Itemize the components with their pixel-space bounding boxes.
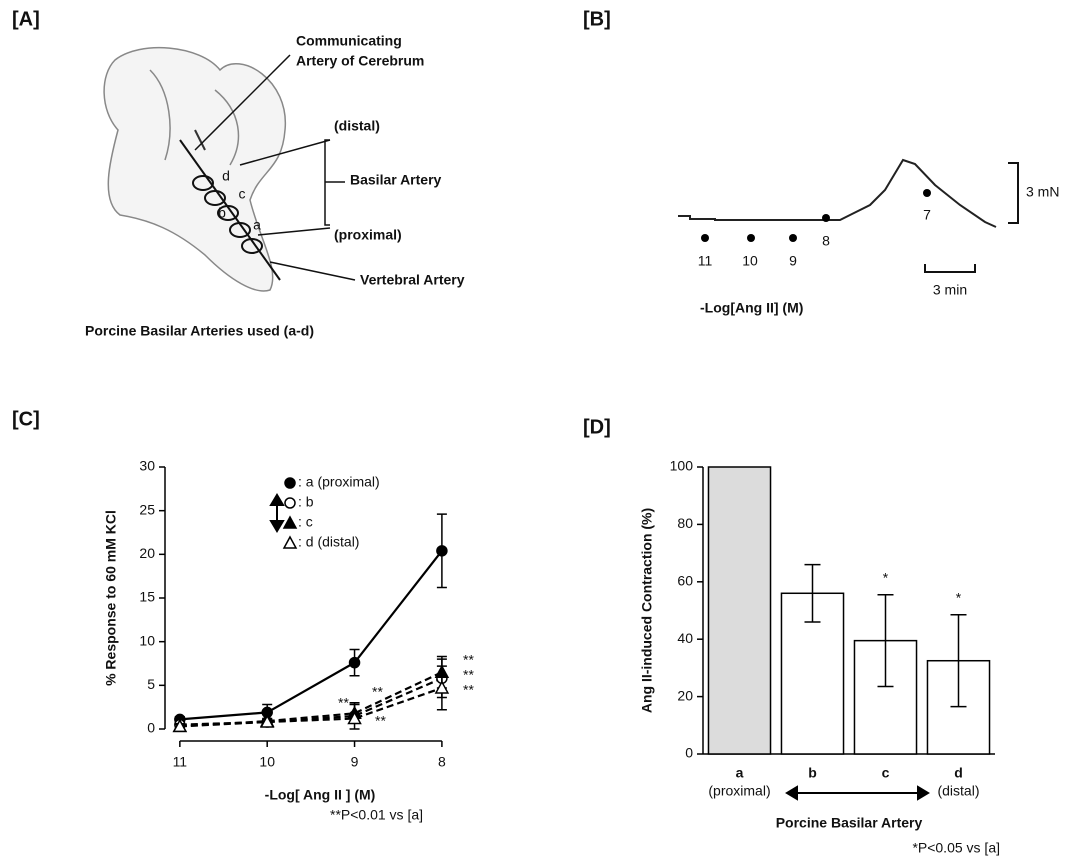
tension-trace [678,158,997,228]
y-tick-label: 0 [147,720,155,736]
legend-marker [282,515,298,529]
series-line [179,677,443,726]
segment-label: d [222,168,230,184]
x-tick-label: b [808,765,817,781]
x-axis-label: Porcine Basilar Artery [776,815,923,831]
significance-mark: ** [463,652,474,668]
y-tick-label: 100 [670,458,694,474]
anatomy-label: (distal) [334,118,380,134]
anatomy-label: (proximal) [334,227,402,243]
dose-label: 11 [698,253,713,269]
panel-label: [A] [12,8,40,30]
bar [707,466,772,755]
brain-drawing [103,46,286,292]
segment-label: b [218,205,226,221]
y-tick-label: 20 [677,687,693,703]
dose-dots [701,189,931,242]
significance-mark: ** [463,682,474,698]
dose-label: 7 [923,207,931,223]
legend-label: : c [298,514,313,530]
significance-mark: * [956,590,962,606]
point [172,718,188,733]
series-line [179,686,443,728]
y-axis-label: Ang II-induced Contraction (%) [639,508,655,713]
artery-chain [179,139,281,281]
legend-label: : b [298,494,314,510]
error-bar [950,614,967,708]
x-axis-label: -Log[ Ang II ] (M) [265,787,376,803]
dose-label: 9 [789,253,797,269]
point [348,656,361,669]
footnote: *P<0.05 vs [a] [912,840,1000,856]
anatomy-label: Communicating [296,33,402,49]
segment-label: c [239,186,246,202]
significance-mark: * [883,569,889,585]
error-bar [804,563,821,623]
gradient-arrows [269,493,930,801]
panel-label: [D] [583,416,611,438]
category-note: (distal) [937,783,979,799]
point [434,680,450,694]
y-tick-label: 40 [677,630,693,646]
significance-mark: ** [338,695,349,711]
anatomy-label: Basilar Artery [350,172,442,188]
significance-mark: ** [375,713,386,729]
y-tick-label: 80 [677,515,693,531]
y-axis-label: % Response to 60 mM KCl [103,510,119,686]
y-tick-label: 15 [139,589,155,605]
legend-label: : a (proximal) [298,474,380,490]
x-tick-label: a [736,765,744,781]
axis-label: -Log[Ang II] (M) [700,300,803,316]
x-tick-label: d [954,765,963,781]
y-tick-label: 10 [139,632,155,648]
leader-lines [194,54,356,281]
panel-label: [B] [583,8,611,30]
caption: Porcine Basilar Arteries used (a-d) [85,323,314,339]
x-tick-label: 11 [173,754,188,770]
x-tick-label: c [882,765,890,781]
y-tick-label: 60 [677,573,693,589]
significance-mark: ** [463,667,474,683]
dose-label: 10 [742,253,758,269]
series-line [179,550,443,721]
segment-label: a [253,217,261,233]
dose-label: 8 [822,233,830,249]
y-tick-label: 5 [147,676,155,692]
legend-marker [282,535,298,549]
time-scale: 3 min [933,282,967,298]
series-line [179,671,443,728]
category-note: (proximal) [708,783,770,799]
anatomy-label: Artery of Cerebrum [296,53,424,69]
point [436,545,448,557]
y-tick-label: 30 [139,458,155,474]
legend-label: : d (distal) [298,534,359,550]
legend-marker [284,477,296,489]
x-tick-label: 9 [351,754,359,770]
scale-bars [924,162,1019,273]
error-bar [877,593,894,688]
significance-mark: ** [372,684,383,700]
legend-marker [284,497,296,509]
y-tick-label: 20 [139,545,155,561]
x-tick-label: 8 [438,754,446,770]
footnote: **P<0.01 vs [a] [330,807,423,823]
point [259,714,275,728]
y-tick-label: 25 [139,501,155,517]
anatomy-label: Vertebral Artery [360,272,465,288]
x-tick-label: 10 [259,754,275,770]
y-tick-label: 0 [685,745,693,761]
point [347,710,362,725]
panel-label: [C] [12,408,40,430]
force-scale: 3 mN [1026,184,1059,200]
